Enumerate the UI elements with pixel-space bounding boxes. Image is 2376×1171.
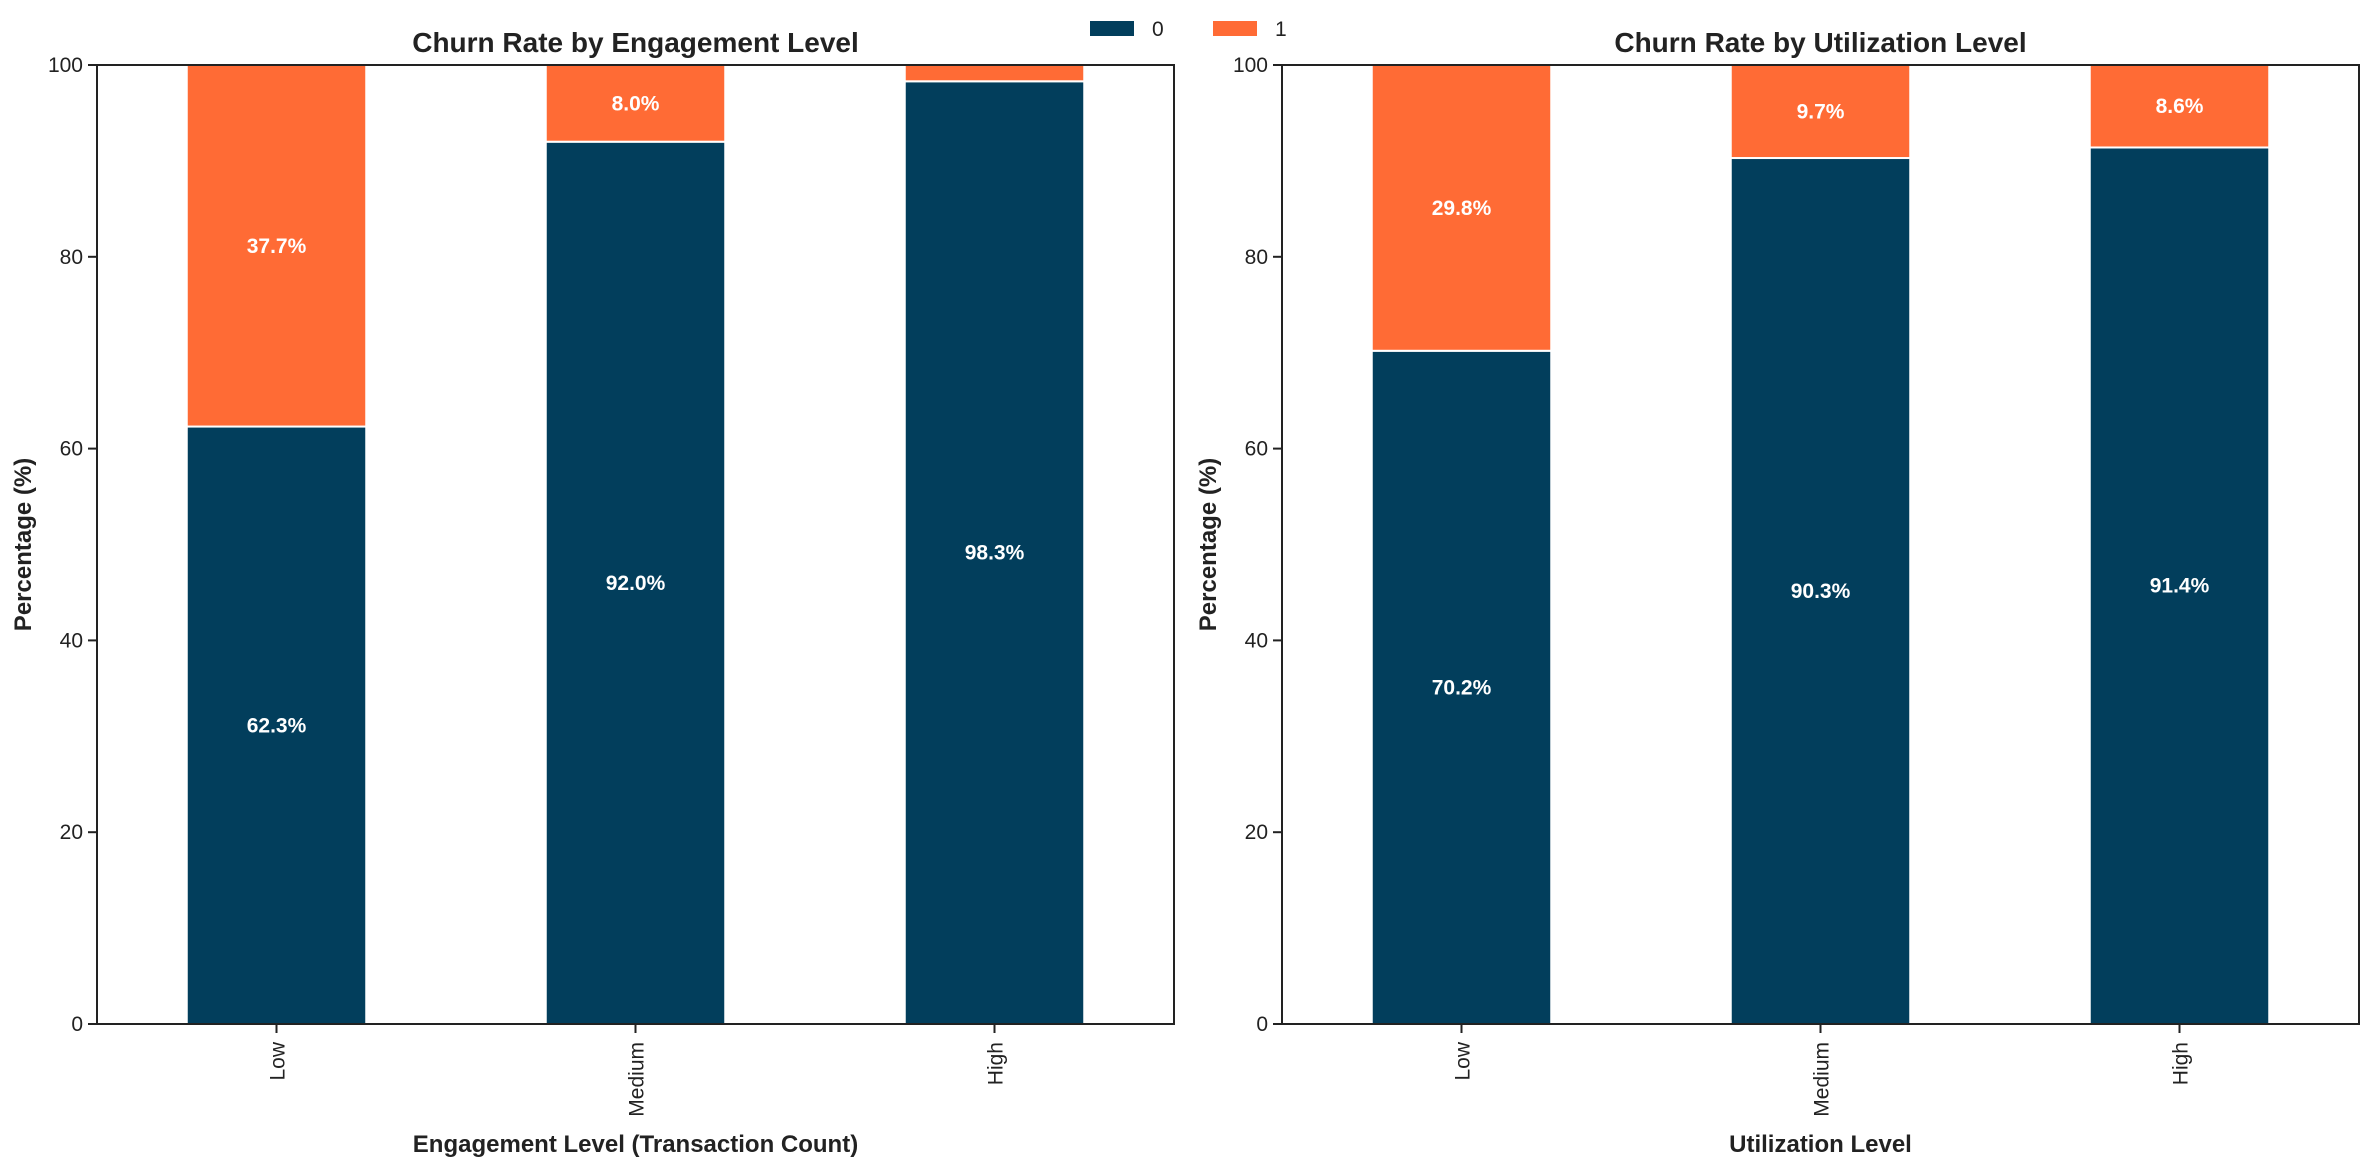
bar-series-1-medium bbox=[1729, 64, 1912, 160]
bar-series-0-high bbox=[903, 80, 1086, 1026]
chart-title: Churn Rate by Engagement Level bbox=[412, 27, 859, 58]
bar-series-0-low bbox=[185, 425, 368, 1025]
x-tick-label: Medium bbox=[1811, 1042, 1834, 1117]
bar-series-1-low bbox=[1370, 64, 1553, 352]
x-tick-label: Medium bbox=[626, 1042, 649, 1117]
bar-series-1-high bbox=[2088, 64, 2271, 149]
y-tick-label: 80 bbox=[1245, 246, 1268, 269]
x-tick-label: High bbox=[2170, 1042, 2193, 1085]
data-label: 90.3% bbox=[1791, 580, 1851, 603]
y-tick-label: 20 bbox=[60, 821, 83, 844]
y-tick-label: 0 bbox=[71, 1013, 83, 1036]
data-label: 37.7% bbox=[247, 235, 307, 258]
bar-series-1-medium bbox=[544, 64, 727, 143]
data-label: 29.8% bbox=[1432, 197, 1492, 220]
y-tick-label: 100 bbox=[1233, 54, 1268, 77]
data-label: 91.4% bbox=[2150, 575, 2210, 598]
plot-frame bbox=[1281, 64, 2360, 1025]
data-label: 98.3% bbox=[965, 542, 1025, 565]
y-tick-label: 80 bbox=[60, 246, 83, 269]
legend-label-0: 0 bbox=[1152, 18, 1164, 41]
bar-series-1-high bbox=[903, 64, 1086, 83]
y-tick-label: 60 bbox=[1245, 438, 1268, 461]
bar-series-0-medium bbox=[1729, 157, 1912, 1025]
chart-utilization: Churn Rate by Utilization Level 70.2% 29.8… bbox=[1195, 27, 2360, 1158]
y-tick-label: 20 bbox=[1245, 821, 1268, 844]
chart-engagement: Churn Rate by Engagement Level 62.3% 37.7%… bbox=[10, 27, 1175, 1158]
y-tick-label: 60 bbox=[60, 438, 83, 461]
x-axis-label: Engagement Level (Transaction Count) bbox=[413, 1131, 858, 1158]
data-label: 62.3% bbox=[247, 714, 307, 737]
x-tick-label: Low bbox=[1452, 1041, 1475, 1080]
x-tick-label: Low bbox=[267, 1041, 290, 1080]
chart-title: Churn Rate by Utilization Level bbox=[1614, 27, 2026, 58]
y-axis-label: Percentage (%) bbox=[1195, 458, 1222, 631]
y-tick-label: 40 bbox=[1245, 629, 1268, 652]
data-label: 8.0% bbox=[612, 92, 660, 115]
bar-series-0-high bbox=[2088, 146, 2271, 1025]
legend-label-1: 1 bbox=[1275, 18, 1287, 41]
data-label: 9.7% bbox=[1797, 101, 1845, 124]
y-tick-label: 0 bbox=[1256, 1013, 1268, 1036]
legend-swatch-0 bbox=[1090, 21, 1134, 36]
y-tick-label: 100 bbox=[48, 54, 83, 77]
y-axis-label: Percentage (%) bbox=[10, 458, 37, 631]
data-label: 92.0% bbox=[606, 572, 666, 595]
legend-swatch-1 bbox=[1213, 21, 1257, 36]
data-label: 8.6% bbox=[2156, 95, 2204, 118]
bar-series-0-low bbox=[1370, 349, 1553, 1026]
data-label: 70.2% bbox=[1432, 676, 1492, 699]
y-tick-label: 40 bbox=[60, 629, 83, 652]
x-axis-label: Utilization Level bbox=[1729, 1131, 1912, 1158]
bar-series-1-low bbox=[185, 64, 368, 428]
x-tick-label: High bbox=[985, 1042, 1008, 1085]
plot-frame bbox=[96, 64, 1175, 1025]
